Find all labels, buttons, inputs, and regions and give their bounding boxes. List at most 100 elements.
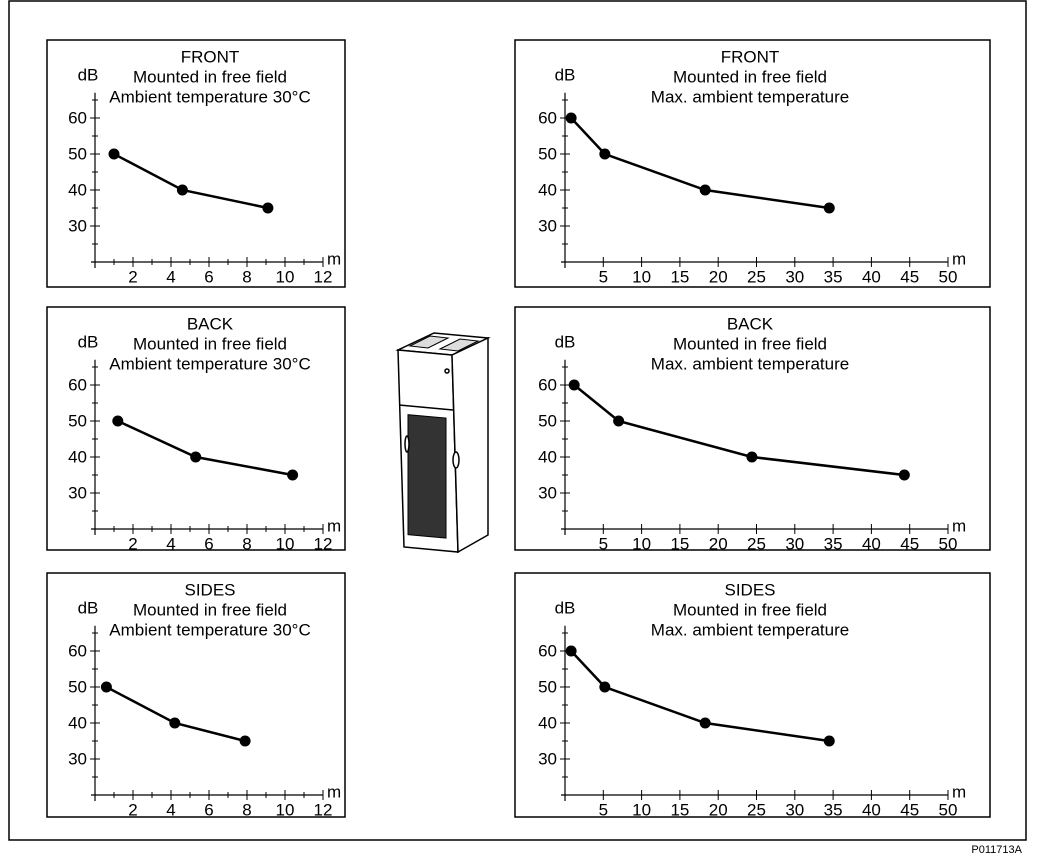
x-axis-label: m [327, 516, 341, 535]
x-tick-label: 30 [785, 800, 804, 819]
y-tick-label: 30 [68, 749, 87, 768]
chart-title: SIDES [724, 580, 775, 599]
y-tick-label: 30 [538, 483, 557, 502]
data-point [568, 379, 580, 391]
x-tick-label: 6 [204, 534, 213, 553]
x-tick-label: 35 [824, 800, 843, 819]
data-point [823, 202, 835, 214]
x-tick-label: 5 [599, 534, 608, 553]
y-tick-label: 40 [538, 713, 557, 732]
x-tick-label: 15 [670, 267, 689, 286]
y-tick-label: 50 [68, 144, 87, 163]
y-tick-label: 40 [68, 713, 87, 732]
y-tick-label: 60 [68, 375, 87, 394]
x-tick-label: 10 [276, 267, 295, 286]
x-tick-label: 50 [939, 267, 958, 286]
x-tick-label: 5 [599, 267, 608, 286]
x-axis-label: m [327, 249, 341, 268]
y-tick-label: 60 [538, 375, 557, 394]
data-line [117, 419, 293, 477]
y-axis-label: dB [78, 332, 99, 351]
x-tick-label: 30 [785, 534, 804, 553]
chart-title: Mounted in free field [133, 334, 287, 353]
chart-title: Mounted in free field [673, 67, 827, 86]
x-tick-label: 25 [747, 534, 766, 553]
y-axis-label: dB [555, 598, 576, 617]
y-tick-label: 50 [68, 677, 87, 696]
x-tick-label: 15 [670, 534, 689, 553]
x-tick-label: 6 [204, 800, 213, 819]
cabinet-illustration [395, 332, 491, 554]
data-point [898, 469, 910, 481]
chart-border [46, 306, 346, 551]
data-point [108, 148, 120, 160]
x-tick-label: 4 [166, 800, 175, 819]
x-tick-label: 45 [900, 800, 919, 819]
x-tick-label: 2 [128, 800, 137, 819]
y-tick-label: 30 [538, 749, 557, 768]
x-tick-label: 45 [900, 267, 919, 286]
data-point [565, 112, 577, 124]
data-line [573, 384, 905, 477]
chart-border [46, 39, 346, 288]
y-axis-label: dB [555, 332, 576, 351]
x-tick-label: 12 [314, 267, 333, 286]
chart-title: Mounted in free field [133, 600, 287, 619]
chart-title: FRONT [721, 47, 780, 66]
x-tick-label: 35 [824, 267, 843, 286]
x-tick-label: 40 [862, 534, 881, 553]
y-axis-label: dB [78, 65, 99, 84]
x-tick-label: 10 [276, 800, 295, 819]
x-tick-label: 20 [709, 800, 728, 819]
x-tick-label: 50 [939, 534, 958, 553]
y-tick-label: 40 [538, 180, 557, 199]
y-tick-label: 40 [538, 447, 557, 466]
y-tick-label: 40 [68, 447, 87, 466]
chart-border [514, 572, 991, 818]
chart-title: FRONT [181, 47, 240, 66]
x-tick-label: 10 [632, 800, 651, 819]
x-tick-label: 40 [862, 800, 881, 819]
chart-title: Max. ambient temperature [651, 354, 849, 373]
y-tick-label: 30 [68, 483, 87, 502]
data-point [565, 645, 577, 657]
chart-border [46, 572, 346, 818]
x-tick-label: 12 [314, 534, 333, 553]
data-point [823, 735, 835, 747]
x-axis-label: m [952, 249, 966, 268]
y-tick-label: 50 [538, 411, 557, 430]
data-point [599, 681, 611, 693]
x-tick-label: 4 [166, 534, 175, 553]
chart-title: Mounted in free field [673, 334, 827, 353]
data-point [613, 415, 625, 427]
data-point [262, 202, 274, 214]
y-tick-label: 60 [538, 108, 557, 127]
x-tick-label: 45 [900, 534, 919, 553]
x-tick-label: 2 [128, 534, 137, 553]
x-tick-label: 30 [785, 267, 804, 286]
x-axis-label: m [952, 782, 966, 801]
chart-title: Max. ambient temperature [651, 620, 849, 639]
x-tick-label: 20 [709, 534, 728, 553]
x-tick-label: 8 [242, 800, 251, 819]
data-line [113, 152, 269, 210]
figure-id: P011713A [971, 844, 1022, 856]
x-tick-label: 20 [709, 267, 728, 286]
data-line [570, 117, 830, 210]
x-tick-label: 8 [242, 534, 251, 553]
y-axis-label: dB [78, 598, 99, 617]
x-tick-label: 15 [670, 800, 689, 819]
y-tick-label: 60 [68, 641, 87, 660]
chart-title: Ambient temperature 30°C [109, 620, 310, 639]
chart-title: Max. ambient temperature [651, 87, 849, 106]
y-tick-label: 60 [68, 108, 87, 127]
data-point [239, 735, 251, 747]
x-tick-label: 4 [166, 267, 175, 286]
chart-title: Mounted in free field [673, 600, 827, 619]
y-tick-label: 50 [538, 677, 557, 696]
